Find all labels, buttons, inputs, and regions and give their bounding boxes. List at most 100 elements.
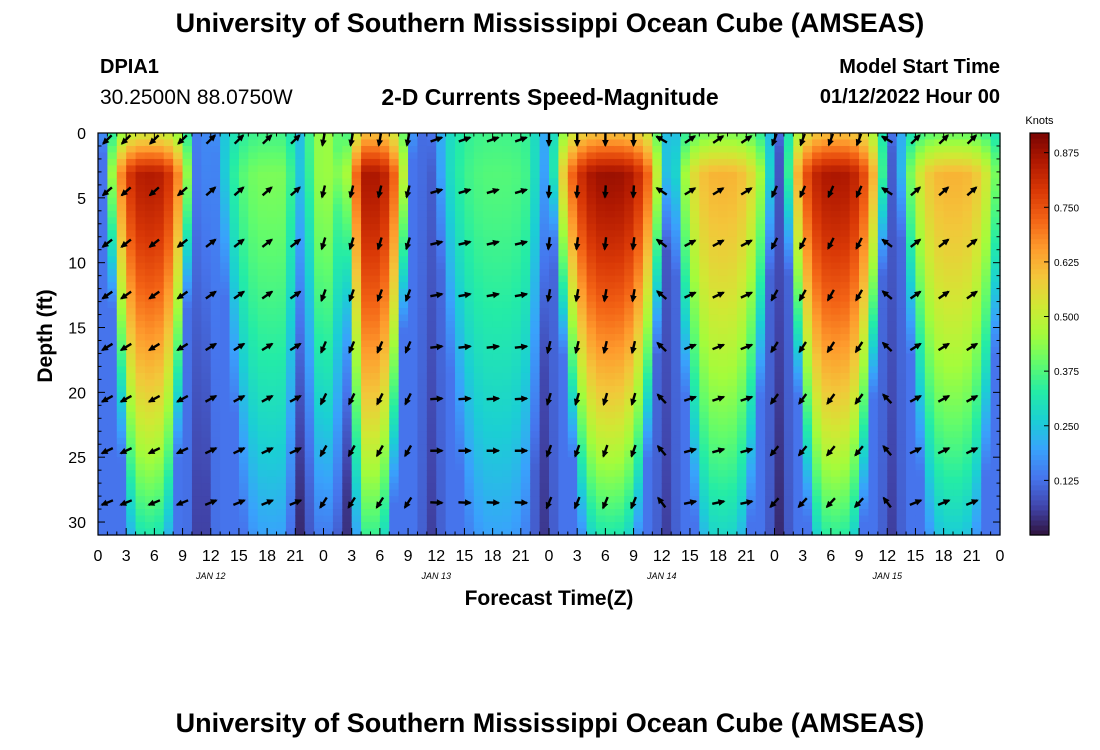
heatmap-cell <box>314 411 325 419</box>
heatmap-cell <box>699 450 710 458</box>
heatmap-cell <box>642 236 653 244</box>
heatmap-cell <box>98 178 108 186</box>
heatmap-cell <box>812 204 823 212</box>
heatmap-cell <box>783 444 794 452</box>
heatmap-cell <box>163 398 174 406</box>
heatmap-cell <box>267 165 278 173</box>
heatmap-cell <box>849 275 860 283</box>
heatmap-cell <box>624 424 635 432</box>
heatmap-cell <box>98 366 108 374</box>
heatmap-cell <box>502 483 513 491</box>
heatmap-cell <box>633 411 644 419</box>
heatmap-cell <box>821 230 832 238</box>
heatmap-cell <box>238 366 249 374</box>
heatmap-cell <box>342 145 353 154</box>
heatmap-cell <box>210 269 221 277</box>
heatmap-cell <box>774 522 785 530</box>
heatmap-cell <box>502 288 513 296</box>
heatmap-cell <box>699 262 710 270</box>
heatmap-cell <box>830 158 841 167</box>
heatmap-cell <box>671 210 682 218</box>
heatmap-cell <box>426 476 437 484</box>
heatmap-cell <box>680 528 691 536</box>
heatmap-cell <box>417 366 428 374</box>
heatmap-cell <box>173 496 184 504</box>
heatmap-cell <box>426 528 437 536</box>
heatmap-cell <box>398 528 409 536</box>
heatmap-cell <box>285 308 296 316</box>
heatmap-cell <box>98 301 108 309</box>
heatmap-cell <box>802 340 813 348</box>
heatmap-cell <box>445 476 456 484</box>
heatmap-cell <box>502 489 513 497</box>
heatmap-cell <box>595 236 606 244</box>
heatmap-cell <box>473 152 484 160</box>
heatmap-cell <box>689 346 700 355</box>
heatmap-cell <box>201 178 212 186</box>
heatmap-cell <box>586 372 597 380</box>
heatmap-cell <box>586 165 597 173</box>
heatmap-cell <box>520 158 531 167</box>
heatmap-cell <box>614 204 625 212</box>
heatmap-cell <box>774 249 785 257</box>
heatmap-cell <box>783 346 794 355</box>
heatmap-cell <box>539 385 550 393</box>
heatmap-cell <box>201 197 212 205</box>
heatmap-cell <box>426 522 437 530</box>
heatmap-cell <box>793 444 804 452</box>
heatmap-cell <box>511 282 522 290</box>
heatmap-cell <box>642 437 653 445</box>
heatmap-cell <box>549 463 559 471</box>
heatmap-cell <box>379 398 390 406</box>
heatmap-cell <box>163 249 174 257</box>
heatmap-cell <box>126 217 137 225</box>
heatmap-cell <box>671 457 682 465</box>
heatmap-cell <box>586 476 597 484</box>
heatmap-cell <box>755 483 766 491</box>
heatmap-cell <box>285 405 296 413</box>
heatmap-cell <box>201 334 212 342</box>
heatmap-cell <box>445 204 456 212</box>
heatmap-cell <box>342 431 353 439</box>
heatmap-cell <box>455 158 466 167</box>
heatmap-cell <box>718 275 729 283</box>
heatmap-cell <box>182 171 193 179</box>
heatmap-cell <box>267 262 278 270</box>
heatmap-cell <box>774 379 785 387</box>
heatmap-cell <box>605 450 616 458</box>
heatmap-cell <box>539 372 550 380</box>
heatmap-cell <box>689 437 700 445</box>
heatmap-cell <box>840 145 851 154</box>
heatmap-cell <box>586 353 597 361</box>
heatmap-cell <box>661 223 672 231</box>
heatmap-cell <box>361 327 372 335</box>
heatmap-cell <box>323 171 334 179</box>
heatmap-cell <box>436 496 447 504</box>
heatmap-cell <box>295 502 306 510</box>
heatmap-cell <box>436 431 447 439</box>
heatmap-cell <box>182 262 193 270</box>
heatmap-cell <box>689 327 700 335</box>
heatmap-cell <box>736 457 747 465</box>
heatmap-cell <box>821 217 832 225</box>
heatmap-cell <box>802 275 813 283</box>
heatmap-cell <box>173 483 184 491</box>
heatmap-cell <box>408 308 419 316</box>
heatmap-cell <box>445 139 456 147</box>
heatmap-cell <box>614 385 625 393</box>
heatmap-cell <box>624 204 635 212</box>
heatmap-cell <box>689 230 700 238</box>
heatmap-cell <box>549 249 559 257</box>
heatmap-cell <box>361 152 372 160</box>
heatmap-cell <box>276 282 287 290</box>
heatmap-cell <box>285 489 296 497</box>
heatmap-cell <box>238 476 249 484</box>
heatmap-cell <box>633 165 644 173</box>
heatmap-cell <box>314 184 325 192</box>
heatmap-cell <box>257 334 268 342</box>
heatmap-cell <box>727 334 738 342</box>
heatmap-cell <box>699 145 710 154</box>
heatmap-cell <box>595 405 606 413</box>
heatmap-cell <box>314 450 325 458</box>
heatmap-cell <box>295 275 306 283</box>
